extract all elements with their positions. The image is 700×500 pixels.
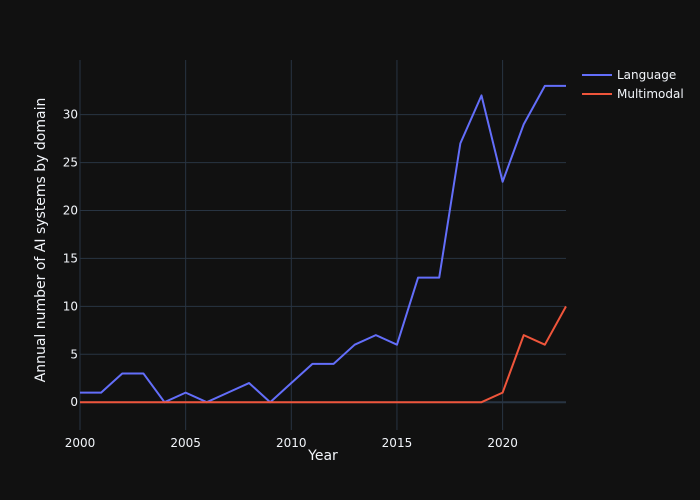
series-lines bbox=[80, 84, 567, 404]
y-axis-title: Annual number of AI systems by domain bbox=[33, 98, 49, 383]
x-axis-title: Year bbox=[307, 448, 338, 464]
y-axis-ticks: 0 5 10 15 20 25 30 bbox=[63, 108, 78, 410]
y-tick-label: 0 bbox=[70, 395, 78, 409]
x-tick-label: 2020 bbox=[487, 436, 518, 450]
y-tick-label: 25 bbox=[63, 156, 78, 170]
y-tick-label: 30 bbox=[63, 108, 78, 122]
y-tick-label: 15 bbox=[63, 251, 78, 265]
x-tick-label: 2000 bbox=[65, 436, 96, 450]
series-line-multimodal bbox=[80, 305, 567, 404]
x-tick-label: 2015 bbox=[382, 436, 413, 450]
legend[interactable]: Language Multimodal bbox=[582, 68, 684, 101]
y-tick-label: 10 bbox=[63, 299, 78, 313]
series-line-language bbox=[80, 84, 566, 404]
legend-item-language[interactable]: Language bbox=[582, 68, 676, 82]
y-tick-label: 5 bbox=[70, 347, 78, 361]
x-tick-label: 2005 bbox=[170, 436, 201, 450]
y-tick-label: 20 bbox=[63, 203, 78, 217]
legend-item-multimodal[interactable]: Multimodal bbox=[582, 87, 684, 101]
x-tick-label: 2010 bbox=[276, 436, 307, 450]
legend-label: Multimodal bbox=[617, 87, 684, 101]
legend-label: Language bbox=[617, 68, 676, 82]
x-axis-ticks: 2000 2005 2010 2015 2020 bbox=[65, 436, 518, 450]
